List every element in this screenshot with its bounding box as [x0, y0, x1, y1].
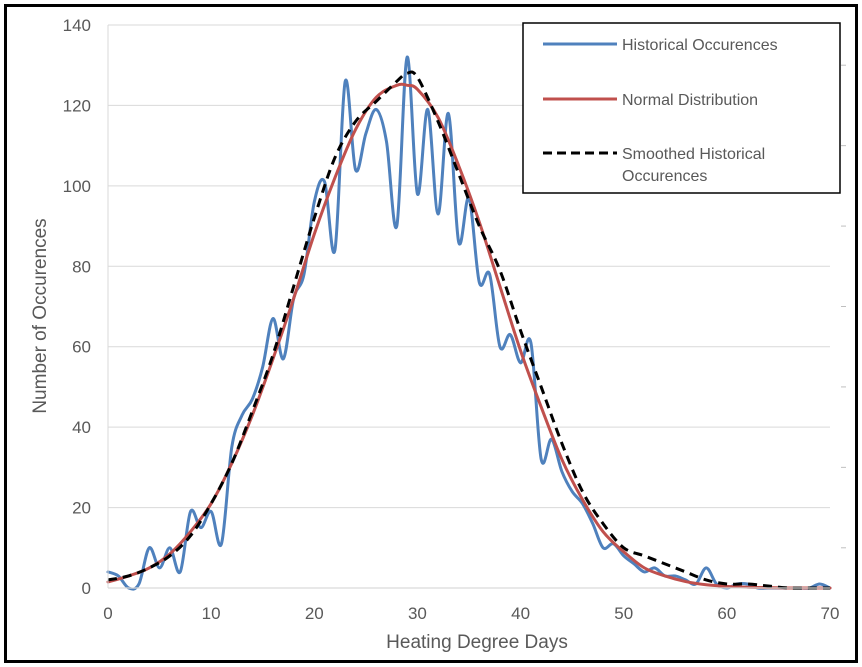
legend-label-historical: Historical Occurences: [622, 37, 778, 54]
x-tick-label: 10: [202, 604, 221, 623]
x-tick-label: 50: [614, 604, 633, 623]
x-tick-label: 70: [821, 604, 840, 623]
x-tick-labels: 0 10 20 30 40 50 60 70: [103, 604, 839, 623]
series-line-smoothed: [107, 70, 830, 590]
x-tick-label: 60: [717, 604, 736, 623]
legend-box: [522, 22, 841, 194]
y-tick-labels: 0 20 40 60 80 100 120 140: [63, 16, 91, 598]
x-tick-label: 40: [511, 604, 530, 623]
x-tick-label: 20: [305, 604, 324, 623]
series-lines: [106, 55, 832, 591]
legend-label-normal: Normal Distribution: [622, 92, 758, 109]
x-tick-label: 30: [408, 604, 427, 623]
series-line-normal: [106, 82, 832, 590]
chart-frame: 0 20 40 60 80 100 120 140 0 10 20 30 40 50 60 70 Heati…: [4, 4, 858, 663]
y-axis-title: Number of Occurences: [30, 218, 51, 413]
legend: Historical Occurences Normal Distributio…: [522, 22, 841, 194]
y-tick-label: 20: [72, 499, 91, 518]
gridlines: [108, 24, 830, 509]
series-line-historical: [106, 55, 832, 591]
axes: [107, 25, 830, 589]
right-minor-ticks: [841, 64, 846, 549]
legend-label-smoothed: Smoothed Historical Occurences: [622, 146, 770, 185]
y-tick-label: 40: [72, 418, 91, 437]
y-tick-label: 140: [63, 16, 91, 35]
chart-canvas: 0 20 40 60 80 100 120 140 0 10 20 30 40 50 60 70 Heati…: [30, 16, 846, 653]
x-axis-title: Heating Degree Days: [386, 632, 568, 653]
y-tick-label: 60: [72, 338, 91, 357]
y-tick-label: 80: [72, 257, 91, 276]
y-tick-label: 120: [63, 96, 91, 115]
x-tick-label: 0: [103, 604, 112, 623]
y-tick-label: 100: [63, 177, 91, 196]
y-tick-label: 0: [82, 579, 91, 598]
